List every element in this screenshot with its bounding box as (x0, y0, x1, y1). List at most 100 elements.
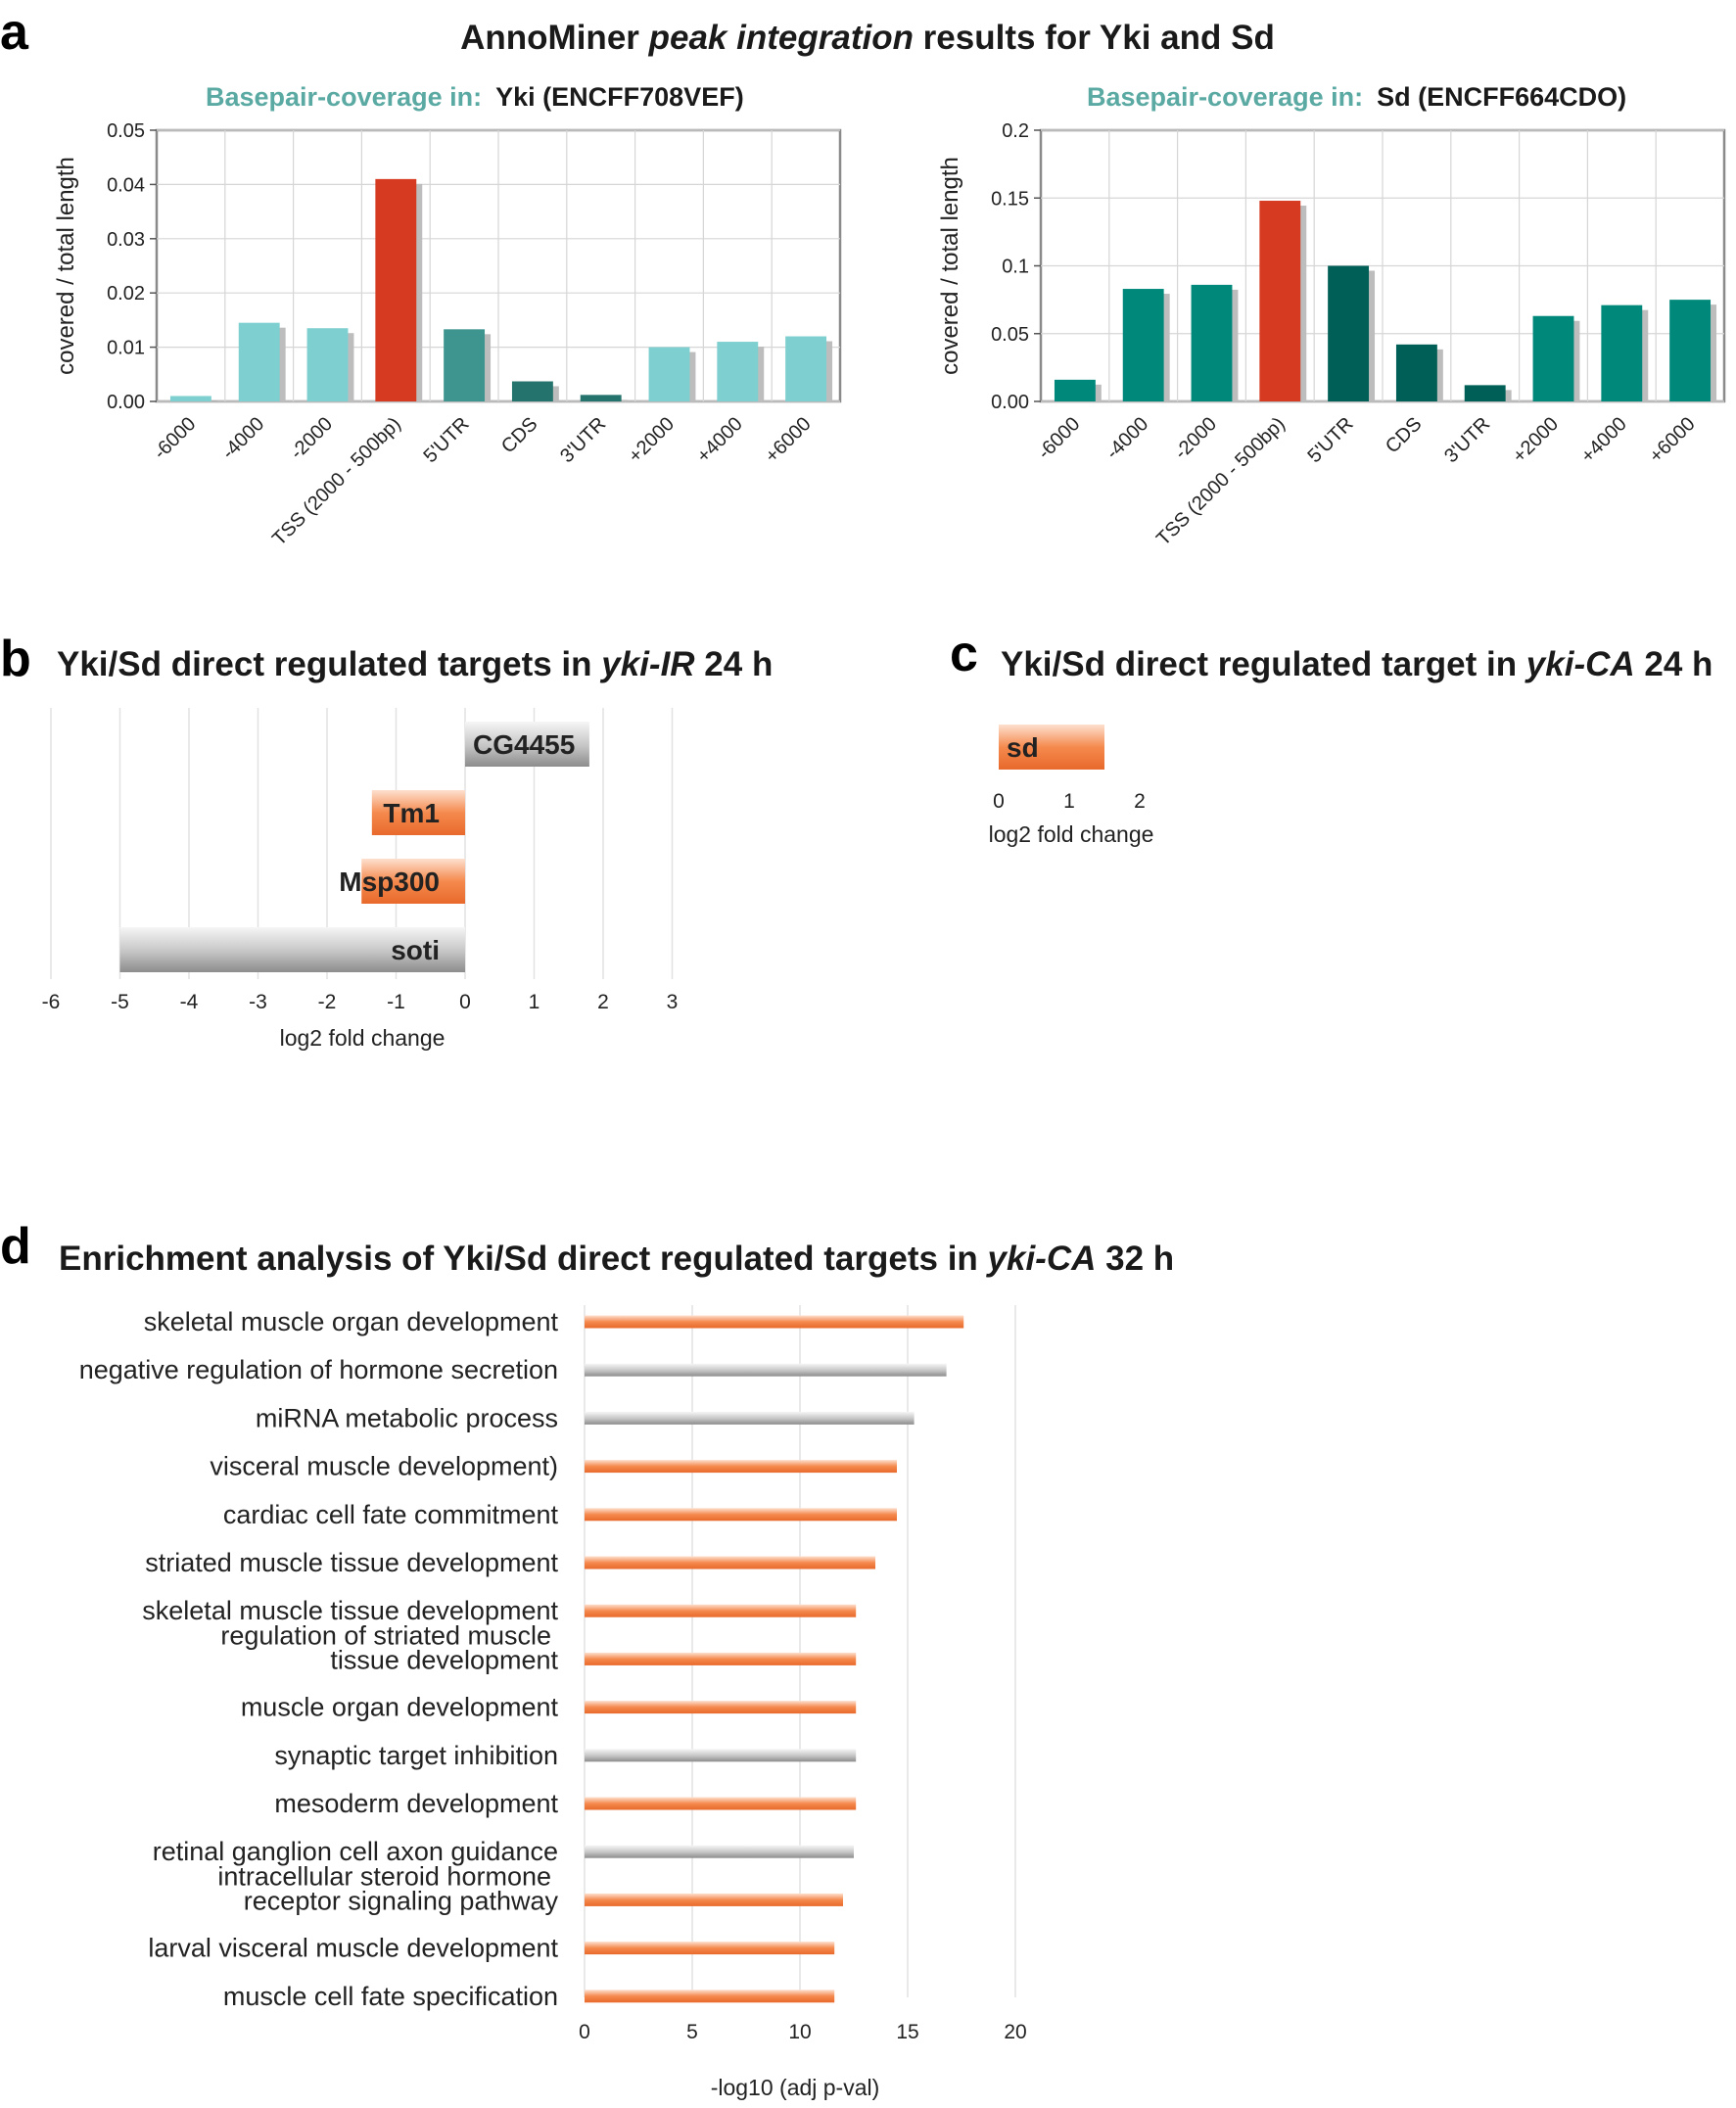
panel-a-title-main: AnnoMiner (460, 19, 648, 57)
sd-xtick-label: -6000 (1034, 413, 1085, 464)
sd-ylabel: covered / total length (937, 157, 963, 375)
yki-ca-24-xtick-label: 2 (1134, 790, 1146, 813)
yki-xtick-label: 3'UTR (556, 413, 610, 467)
enrichment-chart: 0 5 10 15 20 skeletal muscle organ developmen… (79, 1305, 1027, 2100)
yki-xtick-label: -2000 (286, 413, 337, 464)
yki-coverage-prefix: Basepair-coverage in: (206, 82, 482, 112)
panel-d-title: Enrichment analysis of Yki/Sd direct reg… (59, 1240, 1174, 1278)
sd-bar (1122, 289, 1164, 401)
sd-coverage-prefix: Basepair-coverage in: (1087, 82, 1363, 112)
sd-xtick-label: 5'UTR (1303, 413, 1357, 467)
yki-ytick-label: 0.03 (107, 229, 145, 251)
yki-chart-title: Yki (ENCFF708VEF) (495, 82, 744, 112)
yki-ir-bar-label: Tm1 (383, 798, 440, 828)
sd-bar (1669, 300, 1712, 401)
enrichment-term-label: striated muscle tissue development (145, 1548, 558, 1577)
panel-a-title-tail: results for Yki and Sd (914, 19, 1275, 57)
yki-ytick-label: 0.01 (107, 338, 145, 359)
enrichment-bar (585, 1990, 835, 2003)
enrichment-xtick-label: 20 (1004, 2021, 1026, 2043)
panel-c-title-tail: 24 h (1635, 645, 1713, 683)
sd-ytick-label: 0.00 (991, 392, 1029, 413)
sd-ytick-label: 0.15 (991, 188, 1029, 210)
enrichment-xtick-label: 10 (788, 2021, 811, 2043)
enrichment-bar (585, 1652, 857, 1665)
sd-bar (1601, 304, 1643, 401)
sd-ytick-label: 0.1 (1002, 257, 1029, 278)
panel-label-b: b (0, 631, 31, 687)
yki-ir-bar (361, 859, 465, 904)
enrichment-xtick-label: 5 (686, 2021, 698, 2043)
yki-xtick-label: TSS (2000 - 500bp) (268, 413, 405, 550)
enrichment-term-label: synaptic target inhibition (274, 1741, 558, 1770)
yki-bar (580, 395, 622, 401)
enrichment-bar (585, 1556, 875, 1569)
yki-bar (375, 178, 417, 401)
yki-ytick-label: 0.02 (107, 283, 145, 304)
enrichment-bar (585, 1508, 897, 1522)
sd-xtick-label: -2000 (1170, 413, 1221, 464)
sd-chart-header: Basepair-coverage in: Sd (ENCFF664CDO) (1087, 82, 1626, 112)
yki-bar (238, 322, 280, 401)
enrichment-xlabel: -log10 (adj p-val) (711, 2075, 880, 2100)
yki-ir-xlabel: log2 fold change (280, 1025, 446, 1051)
yki-ir-xtick-label: -1 (387, 991, 405, 1013)
enrichment-bar (585, 1460, 897, 1474)
yki-ir-bar-label: Msp300 (339, 867, 440, 897)
yki-xtick-label: +4000 (693, 413, 747, 467)
yki-ir-fold-change-chart: CG4455 Tm1 Msp300 soti -6 -5 -4 -3 -2 -1 0 1 2 3 log2 … (42, 708, 679, 1051)
yki-xtick-label: +6000 (761, 413, 815, 467)
panel-d-title-tail: 32 h (1096, 1240, 1174, 1278)
enrichment-term-label: visceral muscle development) (210, 1452, 558, 1481)
panel-c-title-italic: yki-CA (1525, 645, 1635, 683)
yki-xtick-label: +2000 (625, 413, 679, 467)
enrichment-term-label: skeletal muscle organ development (144, 1307, 559, 1336)
sd-xtick-label: +6000 (1645, 413, 1699, 467)
panel-b-title-main: Yki/Sd direct regulated targets in (57, 645, 601, 683)
yki-ir-xtick-label: -5 (111, 991, 129, 1013)
enrichment-term-label: regulation of striated muscle (220, 1620, 551, 1650)
yki-xtick-label: -6000 (150, 413, 201, 464)
enrichment-bar (585, 1749, 857, 1762)
panel-b-title: Yki/Sd direct regulated targets in yki-I… (57, 645, 773, 683)
enrichment-term-label: receptor signaling pathway (244, 1886, 559, 1915)
panel-c-title: Yki/Sd direct regulated target in yki-CA… (1001, 645, 1713, 683)
yki-coverage-chart: 0.00 0.01 0.02 0.03 0.04 0.05 covered / total … (53, 120, 842, 550)
yki-ir-bar (371, 790, 465, 835)
sd-bar (1328, 265, 1370, 401)
enrichment-bar (585, 1893, 843, 1906)
yki-ir-bar (119, 927, 465, 972)
sd-bar (1191, 284, 1233, 401)
enrichment-term-label: negative regulation of hormone secretion (79, 1355, 558, 1384)
yki-ir-xtick-label: 3 (667, 991, 679, 1013)
enrichment-bar (585, 1315, 964, 1329)
sd-ytick-label: 0.05 (991, 324, 1029, 346)
yki-bar (785, 336, 827, 401)
yki-ca-24-bar-label: sd (1007, 732, 1039, 763)
enrichment-term-label: skeletal muscle tissue development (142, 1596, 558, 1625)
panel-b-title-italic: yki-IR (599, 645, 695, 683)
enrichment-bar (585, 1363, 947, 1377)
enrichment-term-label: miRNA metabolic process (256, 1403, 558, 1432)
panel-a-title: AnnoMiner peak integration results for Y… (460, 19, 1275, 57)
yki-ir-xtick-label: -4 (180, 991, 199, 1013)
yki-chart-header: Basepair-coverage in: Yki (ENCFF708VEF) (206, 82, 744, 112)
sd-xtick-label: +2000 (1509, 413, 1563, 467)
yki-bar (306, 328, 349, 401)
yki-ca-24-xtick-label: 0 (993, 790, 1005, 813)
enrichment-term-label: muscle organ development (241, 1693, 559, 1722)
yki-xtick-label: 5'UTR (419, 413, 473, 467)
enrichment-term-label: muscle cell fate specification (223, 1982, 558, 2011)
yki-ir-xtick-label: -6 (42, 991, 61, 1013)
yki-bar (169, 396, 211, 401)
enrichment-bar (585, 1411, 915, 1425)
enrichment-term-label: intracellular steroid hormone (217, 1861, 551, 1891)
yki-ir-bar (465, 722, 589, 767)
yki-ca-24-xlabel: log2 fold change (989, 821, 1154, 847)
sd-chart-title: Sd (ENCFF664CDO) (1377, 82, 1626, 112)
yki-ir-xtick-label: -2 (318, 991, 337, 1013)
yki-ca-24-xtick-label: 1 (1063, 790, 1075, 813)
enrichment-xtick-label: 0 (579, 2021, 590, 2043)
yki-ir-xtick-label: 2 (597, 991, 609, 1013)
enrichment-term-label: mesoderm development (274, 1789, 558, 1818)
